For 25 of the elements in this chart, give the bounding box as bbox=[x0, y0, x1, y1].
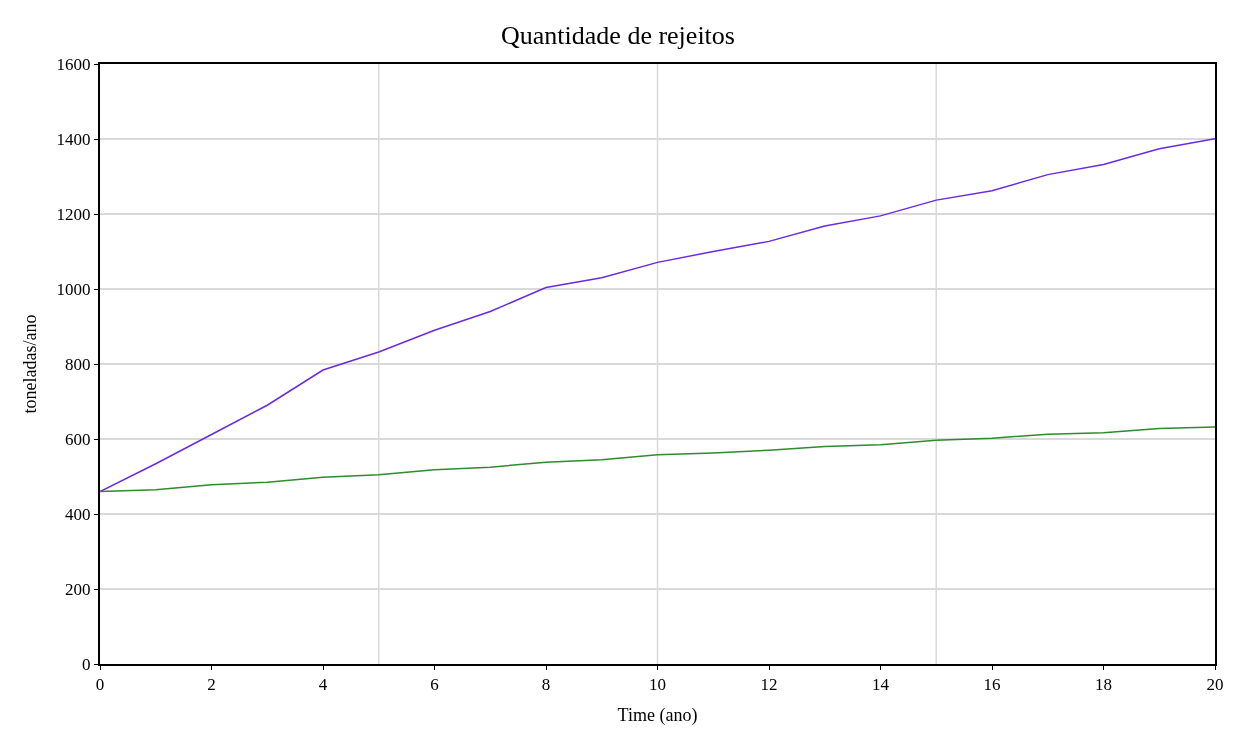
y-tick-label: 600 bbox=[65, 429, 91, 449]
y-tick-label: 0 bbox=[82, 654, 91, 674]
x-tick-label: 14 bbox=[872, 675, 890, 695]
x-tick-label: 4 bbox=[318, 675, 328, 695]
x-tick-label: 8 bbox=[541, 675, 551, 695]
chart-title: Quantidade de rejeitos bbox=[501, 20, 735, 50]
x-tick-label: 16 bbox=[983, 675, 1001, 695]
y-tick-label: 200 bbox=[65, 579, 91, 599]
x-tick-label: 20 bbox=[1206, 675, 1224, 695]
x-tick-label: 0 bbox=[95, 675, 105, 695]
y-tick-label: 1400 bbox=[56, 129, 91, 149]
x-tick-label: 12 bbox=[760, 675, 778, 695]
line-series bbox=[100, 137, 1215, 493]
x-tick-label: 6 bbox=[430, 675, 439, 695]
x-tick-label: 2 bbox=[207, 675, 216, 695]
x-tick-label: 10 bbox=[649, 675, 666, 695]
x-tick-label: 18 bbox=[1095, 675, 1112, 695]
x-axis-title: Time (ano) bbox=[617, 705, 698, 726]
y-tick-label: 1200 bbox=[56, 204, 91, 224]
y-tick-label: 1600 bbox=[56, 54, 91, 74]
y-tick-label: 800 bbox=[65, 354, 91, 374]
line-series bbox=[100, 426, 1215, 493]
y-axis-title: toneladas/ano bbox=[20, 314, 41, 414]
y-tick-label: 1000 bbox=[56, 279, 91, 299]
y-tick-label: 400 bbox=[65, 504, 91, 524]
